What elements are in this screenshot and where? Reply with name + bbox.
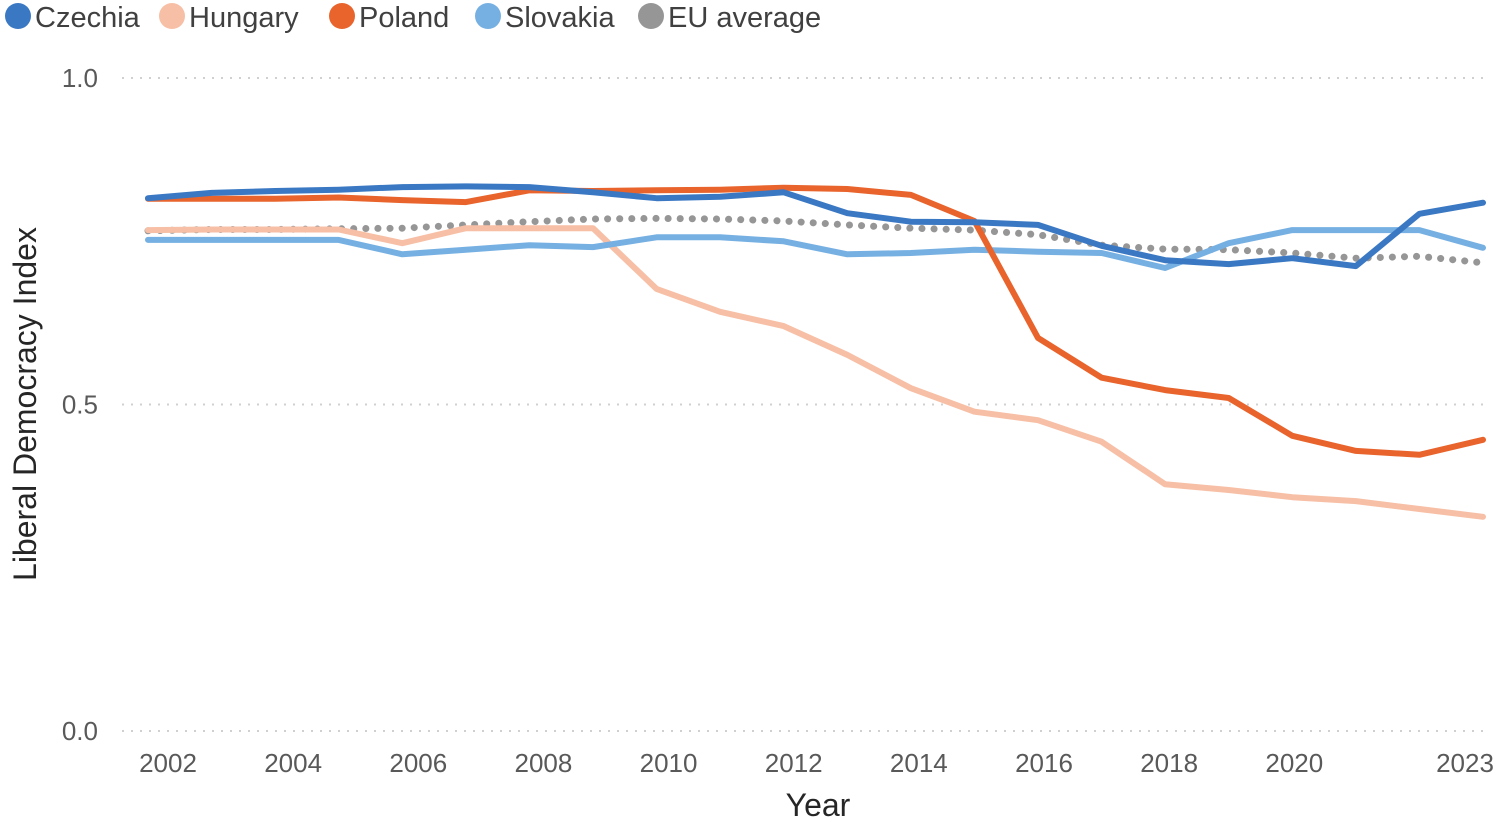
x-tick-label: 2020 bbox=[1265, 748, 1323, 778]
series-line-czechia bbox=[145, 183, 1486, 270]
legend-label: Hungary bbox=[189, 2, 299, 34]
legend-marker bbox=[638, 3, 664, 29]
y-tick-label: 0.0 bbox=[62, 716, 98, 746]
x-tick-label: 2008 bbox=[515, 748, 573, 778]
x-tick-label: 2010 bbox=[640, 748, 698, 778]
legend-label: Slovakia bbox=[505, 2, 615, 34]
legend-marker bbox=[329, 3, 355, 29]
y-tick-label: 1.0 bbox=[62, 63, 98, 93]
x-tick-label: 2014 bbox=[890, 748, 948, 778]
series-line-eu-average bbox=[144, 214, 1487, 267]
x-axis-label: Year bbox=[786, 787, 851, 822]
series-line-slovakia bbox=[145, 227, 1486, 271]
series-lines bbox=[144, 183, 1487, 520]
legend-marker bbox=[475, 3, 501, 29]
gridlines bbox=[122, 77, 1490, 732]
x-tick-label: 2004 bbox=[264, 748, 322, 778]
x-tick-label: 2012 bbox=[765, 748, 823, 778]
legend-label: Poland bbox=[359, 2, 449, 34]
y-axis-label: Liberal Democracy Index bbox=[7, 227, 43, 581]
y-tick-label: 0.5 bbox=[62, 390, 98, 420]
x-tick-label: 2018 bbox=[1140, 748, 1198, 778]
y-tick-labels: 0.0 0.5 1.0 bbox=[62, 63, 98, 746]
x-tick-label: 2016 bbox=[1015, 748, 1073, 778]
series-line-hungary bbox=[145, 225, 1486, 520]
x-tick-label: 2002 bbox=[139, 748, 197, 778]
x-tick-label: 2023 bbox=[1436, 748, 1494, 778]
legend: Czechia Hungary Poland Slovakia EU average bbox=[5, 2, 821, 34]
legend-label: Czechia bbox=[35, 2, 141, 34]
legend-marker bbox=[159, 3, 185, 29]
legend-marker bbox=[5, 3, 31, 29]
x-tick-label: 2006 bbox=[389, 748, 447, 778]
series-line-poland bbox=[145, 184, 1486, 458]
legend-label: EU average bbox=[668, 2, 821, 34]
x-tick-labels: 2002 2004 2006 2008 2010 2012 2014 2016 2018 2020… bbox=[139, 748, 1494, 778]
